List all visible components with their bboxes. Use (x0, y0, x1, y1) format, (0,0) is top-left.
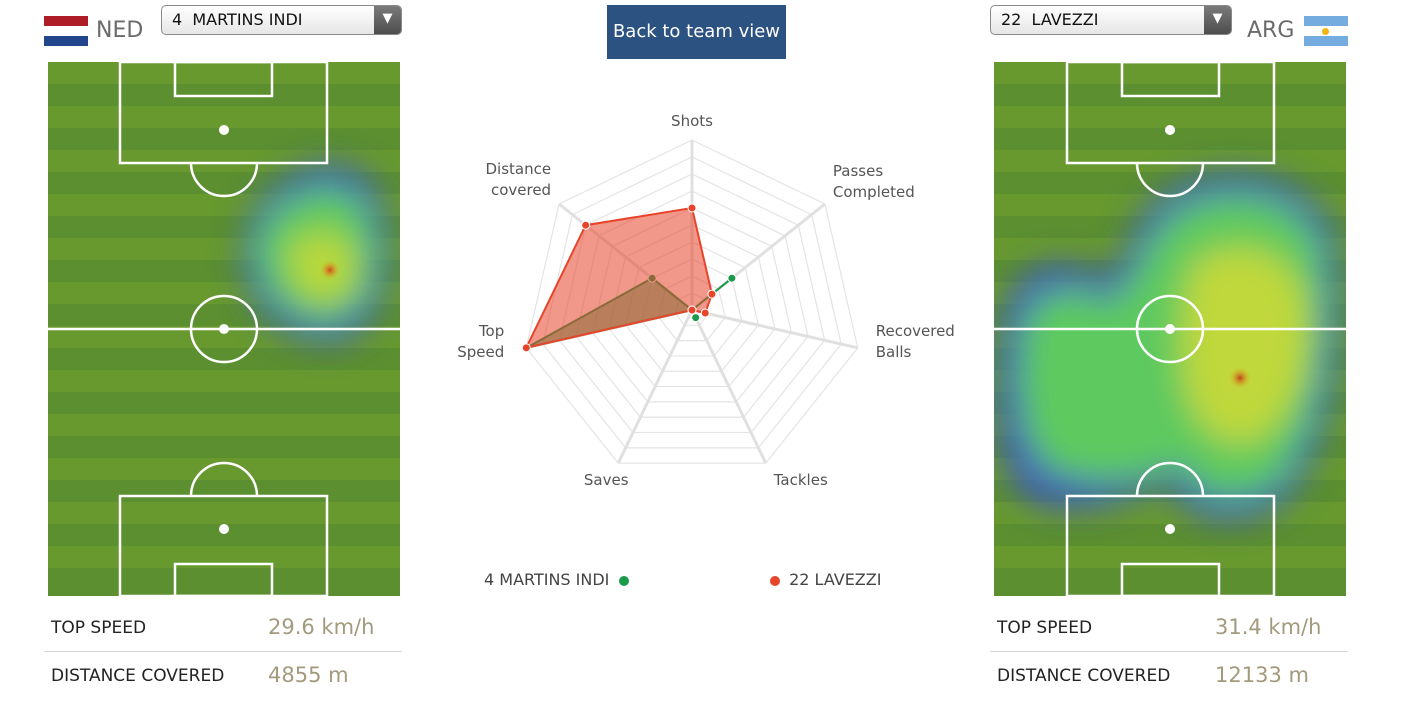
radar-chart: Shots Passes Completed Recovered Balls Tackle… (457, 112, 955, 489)
right-distance-row: DISTANCE COVERED 12133 m (990, 654, 1348, 700)
right-heatmap-pitch (994, 62, 1346, 596)
radar-point-1-6 (581, 220, 591, 230)
right-heat-blobs (996, 172, 1341, 521)
radar-point-1-0 (687, 203, 697, 213)
radar-point-1-2 (700, 308, 710, 318)
right-heat-peak (1218, 356, 1262, 400)
left-pitch-lines (48, 62, 400, 596)
right-stat-divider (990, 651, 1348, 652)
left-player-select-value: 4 MARTINS INDI (172, 10, 303, 29)
left-country-code: NED (96, 18, 144, 43)
radar-axis-label: Saves (584, 471, 629, 489)
radar-point-1-1 (707, 289, 717, 299)
left-top-speed-value: 29.6 km/h (268, 615, 375, 639)
right-distance-label: DISTANCE COVERED (997, 666, 1171, 686)
left-distance-row: DISTANCE COVERED 4855 m (44, 654, 402, 700)
right-top-speed-value: 31.4 km/h (1215, 615, 1322, 639)
left-stat-divider (44, 651, 402, 652)
radar-axis-line (690, 309, 768, 464)
radar-axis-label: Top Speed (457, 322, 504, 361)
arg-flag-icon (1304, 16, 1348, 46)
radar-grid-ring (525, 139, 859, 464)
legend-green-dot (618, 575, 629, 586)
radar-axis-label: Tackles (773, 471, 828, 489)
legend-right-item: 22 LAVEZZI (770, 570, 881, 589)
right-player-select-value: 22 LAVEZZI (1001, 10, 1099, 29)
left-heat-peak (310, 250, 350, 290)
legend-right-label: 22 LAVEZZI (789, 570, 882, 589)
radar-axis-label: Recovered Balls (876, 322, 955, 361)
radar-point-1-4 (687, 305, 697, 315)
chevron-down-icon[interactable]: ▼ (374, 6, 401, 34)
right-distance-value: 12133 m (1215, 663, 1309, 687)
radar-point-0-3 (691, 313, 701, 323)
right-top-speed-label: TOP SPEED (997, 618, 1093, 638)
chevron-down-icon[interactable]: ▼ (1204, 6, 1231, 34)
right-top-speed-row: TOP SPEED 31.4 km/h (990, 606, 1348, 652)
radar-point-1-5 (521, 343, 531, 353)
radar-point-0-1 (727, 273, 737, 283)
right-country-code: ARG (1247, 18, 1295, 43)
radar-axis-label: Shots (671, 112, 713, 130)
radar-axis-label: Passes Completed (833, 162, 915, 201)
legend-left-item: 4 MARTINS INDI (484, 570, 629, 589)
legend-left-label: 4 MARTINS INDI (484, 570, 610, 589)
radar-axis-line (691, 308, 859, 350)
back-to-team-view-button[interactable]: Back to team view (607, 5, 786, 59)
radar-axis-line (616, 309, 694, 464)
left-heat-blobs (243, 163, 388, 343)
left-heatmap-pitch (48, 62, 400, 596)
left-distance-label: DISTANCE COVERED (51, 666, 225, 686)
left-player-select[interactable]: 4 MARTINS INDI ▼ (161, 5, 402, 35)
radar-axis-label: Distance covered (485, 160, 551, 199)
left-distance-value: 4855 m (268, 663, 349, 687)
legend-red-dot (770, 575, 780, 586)
left-top-speed-row: TOP SPEED 29.6 km/h (44, 606, 402, 652)
right-player-select[interactable]: 22 LAVEZZI ▼ (990, 5, 1232, 35)
ned-flag-icon (44, 16, 88, 46)
radar-grid-ring (542, 156, 842, 449)
left-top-speed-label: TOP SPEED (51, 618, 147, 638)
